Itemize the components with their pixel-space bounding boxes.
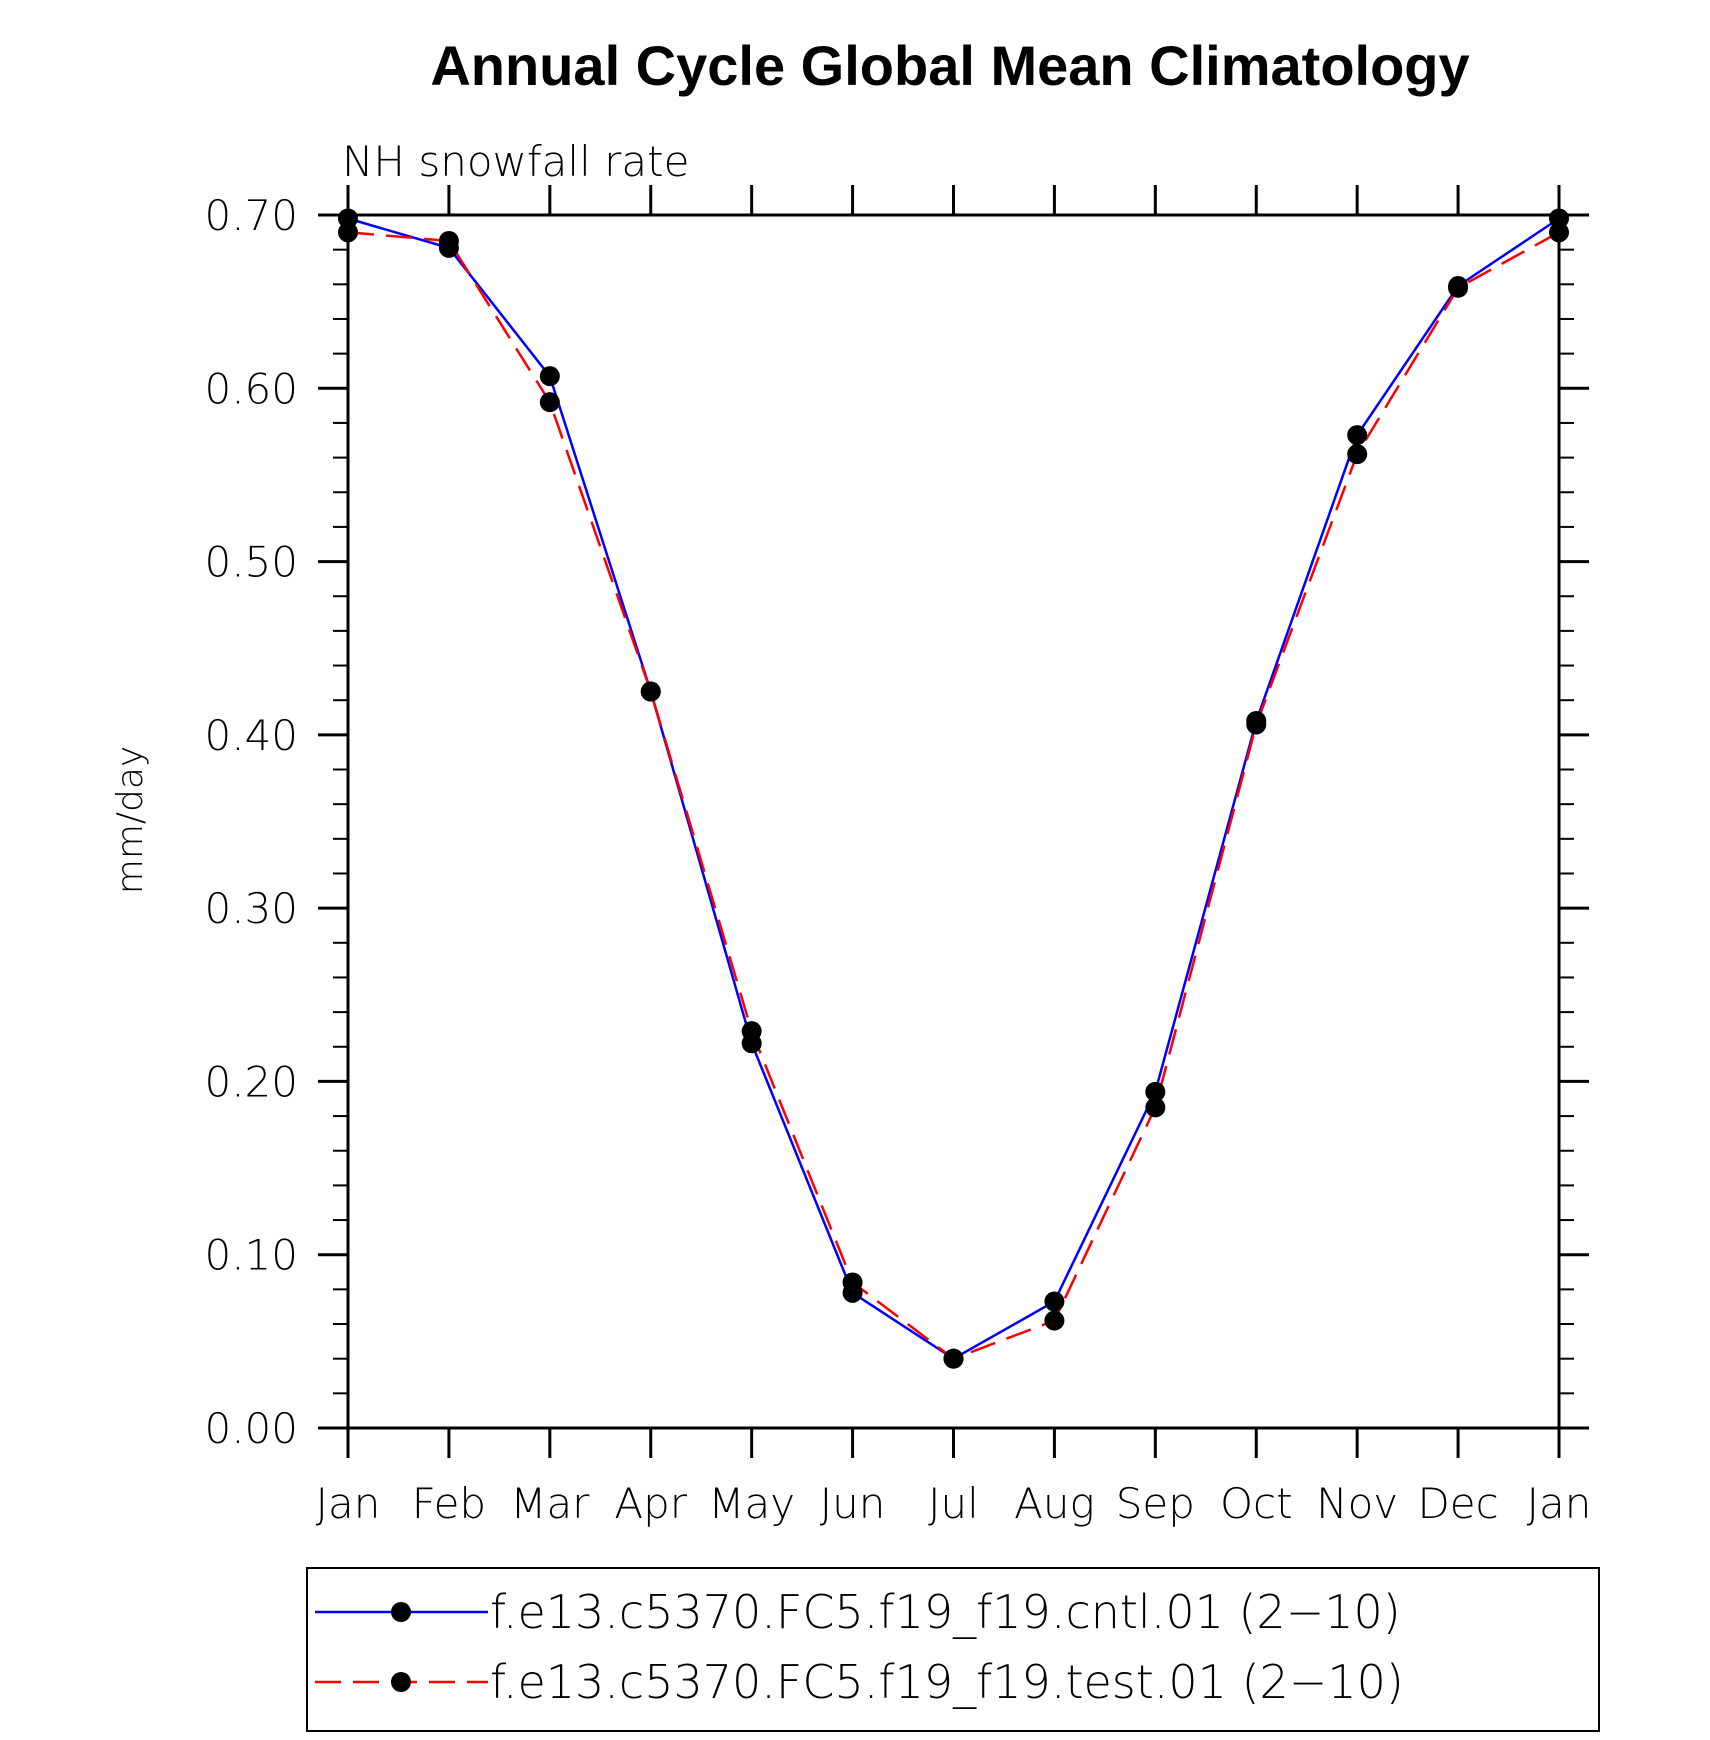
data-point-series-2 <box>539 392 560 413</box>
legend-entries: f.e13.c5370.FC5.f19_f19.cntl.01 (2−10) f.… <box>315 1585 1404 1709</box>
plot-frame <box>346 213 1561 1430</box>
x-tick-labels: Jan Feb Mar Apr May Jun Jul Aug Sep Oct Nov Dec Jan <box>316 1479 1592 1528</box>
x-tick-label: Apr <box>614 1479 687 1528</box>
x-tick-label: Oct <box>1220 1479 1293 1528</box>
x-tick-label: Nov <box>1316 1479 1398 1528</box>
series-lines <box>347 217 1560 1361</box>
data-point-series-1 <box>539 366 560 387</box>
y-tick-label: 0.40 <box>204 711 298 760</box>
data-point-series-2 <box>1044 1310 1065 1331</box>
legend: f.e13.c5370.FC5.f19_f19.cntl.01 (2−10) f.… <box>306 1567 1600 1732</box>
legend-box <box>306 1567 1600 1732</box>
data-point-series-2 <box>842 1272 863 1293</box>
x-tick-label: Jan <box>316 1479 381 1528</box>
chart-title: Annual Cycle Global Mean Climatology <box>430 34 1469 97</box>
data-point-series-1 <box>1145 1081 1166 1102</box>
x-tick-label: Dec <box>1417 1479 1498 1528</box>
series-line-2 <box>347 231 1560 1361</box>
y-tick-label: 0.70 <box>204 191 298 240</box>
x-tick-label: Jul <box>928 1479 979 1528</box>
data-point-series-2 <box>1347 444 1368 465</box>
series-line-1 <box>347 217 1560 1361</box>
axis-ticks <box>318 185 1589 1458</box>
y-tick-label: 0.20 <box>204 1057 298 1106</box>
legend-marker-2 <box>391 1672 411 1692</box>
x-tick-label: Jan <box>1527 1479 1592 1528</box>
y-tick-label: 0.60 <box>204 364 298 413</box>
data-point-series-2 <box>943 1348 964 1369</box>
data-point-series-2 <box>640 681 661 702</box>
data-point-series-1 <box>1044 1291 1065 1312</box>
legend-label-2: f.e13.c5370.FC5.f19_f19.test.01 (2−10) <box>490 1655 1404 1709</box>
x-tick-label: Sep <box>1116 1479 1195 1528</box>
x-tick-label: Aug <box>1014 1479 1095 1528</box>
x-tick-label: Feb <box>412 1479 486 1528</box>
data-point-series-2 <box>1246 714 1267 735</box>
y-tick-label: 0.00 <box>204 1404 298 1453</box>
y-tick-label: 0.30 <box>204 884 298 933</box>
y-tick-label: 0.10 <box>204 1231 298 1280</box>
legend-marker-1 <box>391 1602 411 1622</box>
y-tick-label: 0.50 <box>204 538 298 587</box>
legend-label-1: f.e13.c5370.FC5.f19_f19.cntl.01 (2−10) <box>490 1585 1401 1639</box>
data-point-series-2 <box>438 230 459 251</box>
chart-subtitle: NH snowfall rate <box>342 137 689 186</box>
y-axis-label: mm/day <box>110 746 151 894</box>
y-tick-labels: 0.00 0.10 0.20 0.30 0.40 0.50 0.60 0.70 <box>204 191 298 1453</box>
data-point-series-1 <box>1347 425 1368 446</box>
x-tick-label: Jun <box>820 1479 886 1528</box>
data-point-series-2 <box>1448 277 1469 298</box>
data-point-series-2 <box>741 1021 762 1042</box>
x-tick-label: Mar <box>510 1479 590 1528</box>
x-tick-label: May <box>708 1479 795 1528</box>
series-markers <box>338 208 1569 1369</box>
data-point-series-2 <box>1145 1097 1166 1118</box>
